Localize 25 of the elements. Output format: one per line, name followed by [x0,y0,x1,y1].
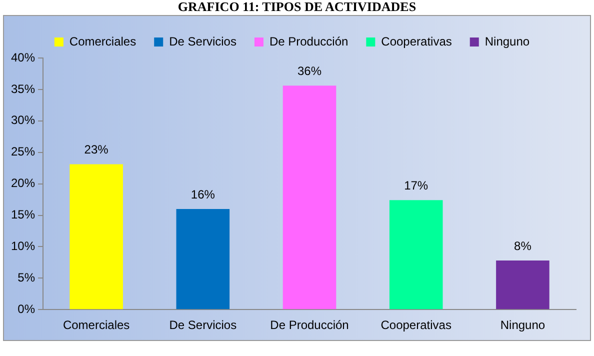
data-label: 17% [404,178,428,192]
legend-label: Ninguno [484,34,530,48]
legend-label: De Servicios [169,34,236,48]
data-label: 8% [514,238,532,253]
y-tick-label: 40% [10,50,36,64]
y-tick-label: 30% [10,113,36,128]
y-tick-label: 15% [10,208,36,222]
x-tick-label: De Producción [270,318,349,332]
y-tick-label: 20% [10,176,36,190]
y-tick-label: 10% [10,239,36,254]
data-label: 23% [84,142,109,157]
legend-label: De Producción [269,34,348,48]
legend-label: Comerciales [69,34,136,48]
x-tick-label: Cooperativas [380,318,452,332]
y-tick-label: 0% [18,302,36,316]
y-tick-label: 5% [18,270,36,284]
data-label: 16% [190,187,216,202]
x-tick-label: Ninguno [500,318,546,332]
y-tick-label: 35% [10,82,36,96]
chart-title: GRAFICO 11: TIPOS DE ACTIVIDADES [176,0,418,14]
data-label: 36% [297,64,322,78]
legend-label: Cooperativas [381,34,452,48]
y-tick-label: 25% [10,144,36,159]
x-tick-label: De Servicios [169,318,237,332]
x-tick-label: Comerciales [62,318,130,332]
